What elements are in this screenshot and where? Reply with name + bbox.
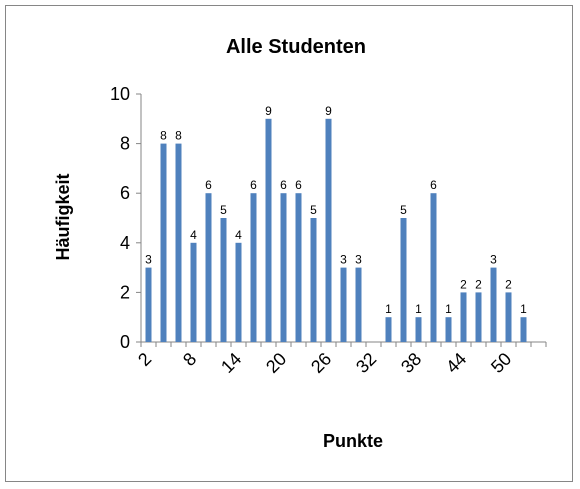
- bar-value-label: 4: [235, 228, 242, 242]
- x-axis-title: Punkte: [323, 431, 383, 451]
- bar-value-label: 6: [205, 178, 212, 192]
- bar: [460, 292, 467, 342]
- bar: [265, 118, 272, 342]
- bar-value-label: 9: [265, 104, 272, 118]
- bar: [355, 267, 362, 342]
- bar-value-label: 1: [385, 302, 392, 316]
- x-tick-label: 38: [397, 349, 425, 377]
- bar-value-label: 3: [490, 253, 497, 267]
- chart-frame: Alle Studenten Häufigkeit Punkte 0 2 4 6 8 10…: [5, 5, 573, 482]
- bar: [520, 317, 527, 342]
- bar: [400, 218, 407, 342]
- x-tick-label: 50: [487, 349, 515, 377]
- bar-value-label: 6: [280, 178, 287, 192]
- x-tick-label: 14: [217, 349, 245, 377]
- bar-value-label: 3: [355, 253, 362, 267]
- chart-title: Alle Studenten: [226, 36, 366, 58]
- y-tick-label: 4: [120, 233, 130, 253]
- bar: [295, 193, 302, 342]
- bar: [415, 317, 422, 342]
- bar-value-label: 2: [460, 277, 467, 291]
- y-tick-label: 0: [120, 332, 130, 352]
- bar: [385, 317, 392, 342]
- bar: [280, 193, 287, 342]
- bar-value-label: 8: [175, 129, 182, 143]
- x-tick-label: 2: [134, 349, 155, 370]
- bar-value-label: 1: [415, 302, 422, 316]
- bar-value-label: 8: [160, 129, 167, 143]
- y-tick-label: 2: [120, 282, 130, 302]
- bar: [175, 143, 182, 342]
- bar: [250, 193, 257, 342]
- bar: [490, 267, 497, 342]
- bar: [475, 292, 482, 342]
- bar-value-label: 6: [295, 178, 302, 192]
- bar: [205, 193, 212, 342]
- x-tick-label: 26: [307, 349, 335, 377]
- bar: [445, 317, 452, 342]
- y-tick-label: 8: [120, 134, 130, 154]
- bar-value-label: 6: [430, 178, 437, 192]
- bar-value-label: 5: [220, 203, 227, 217]
- x-tick-label: 32: [352, 349, 380, 377]
- bar: [160, 143, 167, 342]
- bar: [190, 242, 197, 342]
- bar-value-label: 6: [250, 178, 257, 192]
- y-tick-label: 10: [110, 84, 130, 104]
- bar: [505, 292, 512, 342]
- bar-value-label: 5: [400, 203, 407, 217]
- y-axis-title: Häufigkeit: [53, 173, 73, 260]
- bar-value-label: 2: [505, 277, 512, 291]
- bar: [340, 267, 347, 342]
- bar-value-label: 1: [445, 302, 452, 316]
- bar: [145, 267, 152, 342]
- bar: [325, 118, 332, 342]
- bar-chart: Alle Studenten Häufigkeit Punkte 0246810…: [53, 36, 547, 451]
- bar-value-label: 3: [145, 253, 152, 267]
- bar-value-label: 5: [310, 203, 317, 217]
- x-tick-label: 20: [262, 349, 290, 377]
- bar-value-label: 2: [475, 277, 482, 291]
- y-tick-label: 6: [120, 183, 130, 203]
- x-tick-label: 8: [179, 349, 200, 370]
- bar: [235, 242, 242, 342]
- bar: [310, 218, 317, 342]
- bar-value-label: 1: [520, 302, 527, 316]
- bar-value-label: 9: [325, 104, 332, 118]
- x-tick-label: 44: [442, 349, 470, 377]
- bar-value-label: 3: [340, 253, 347, 267]
- bar: [430, 193, 437, 342]
- bar: [220, 218, 227, 342]
- bar-value-label: 4: [190, 228, 197, 242]
